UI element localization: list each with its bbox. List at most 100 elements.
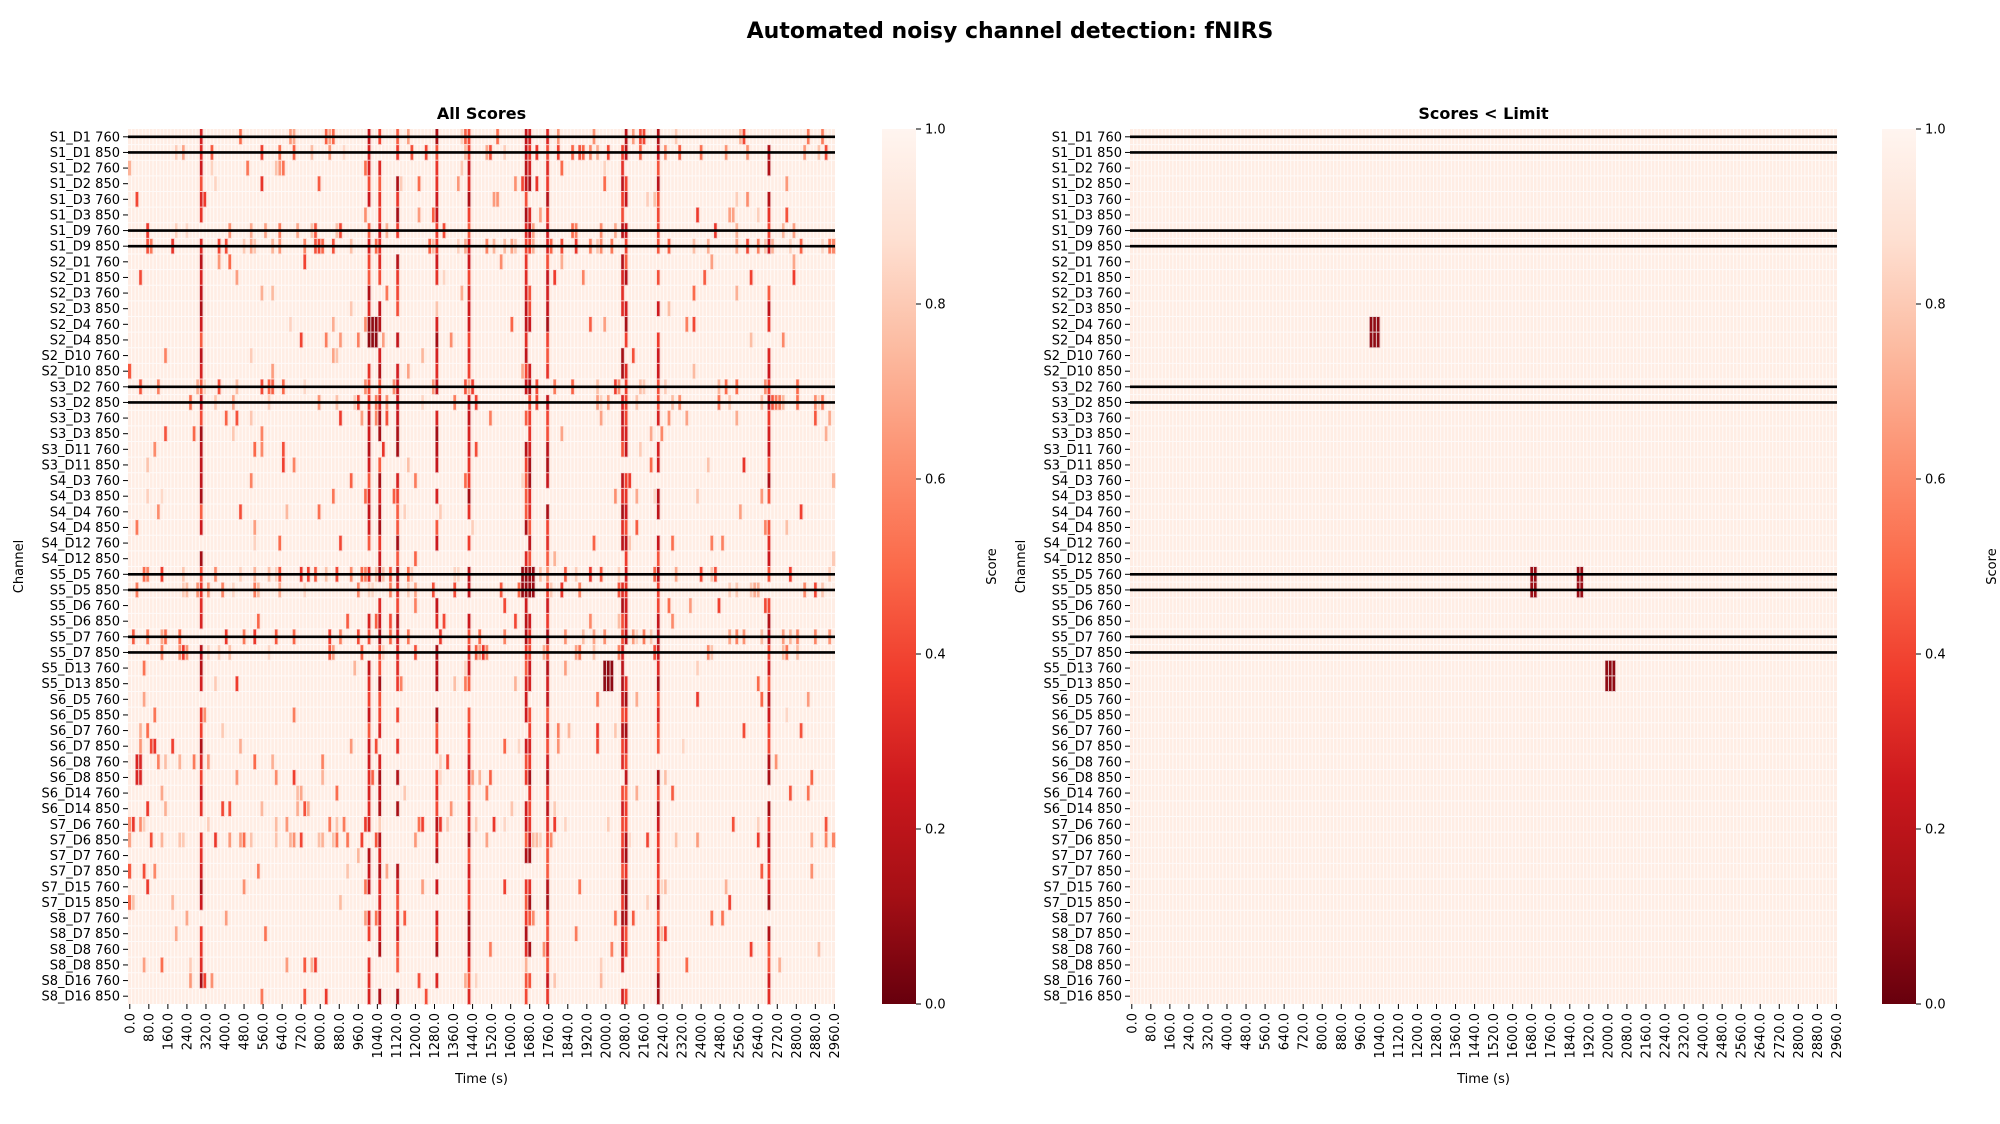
heatmap-cell [338, 410, 343, 427]
heatmap-cell [238, 738, 243, 755]
heatmap-cell [781, 332, 786, 349]
heatmap-cell [742, 722, 747, 739]
heatmap-cell [624, 910, 629, 927]
heatmap-cell [467, 363, 472, 380]
y-tick-label: S4_D4 850 [1052, 521, 1122, 536]
heatmap-cell [242, 832, 247, 849]
heatmap-cell [331, 488, 336, 505]
heatmap-cell [199, 332, 204, 349]
x-tick-label: 2000.0 [599, 1013, 614, 1059]
heatmap-cell [620, 941, 625, 958]
heatmap-cell [295, 785, 300, 802]
heatmap-cell [767, 847, 772, 864]
heatmap-cell [624, 941, 629, 958]
x-tick-label: 2320.0 [1678, 1013, 1693, 1059]
heatmap-cell [292, 457, 297, 474]
heatmap-cell [524, 300, 529, 317]
heatmap-cell [435, 535, 439, 552]
heatmap-cell [467, 925, 472, 942]
x-tick-label: 2240.0 [1659, 1013, 1674, 1059]
heatmap-cell [177, 754, 182, 770]
heatmap-cell [281, 441, 286, 458]
y-tick-label: S7_D7 850 [1052, 865, 1122, 880]
heatmap-cell [342, 816, 347, 833]
heatmap-cell [527, 800, 532, 817]
x-tick-label: 2320.0 [676, 1013, 691, 1059]
heatmap-cell [649, 425, 654, 442]
heatmap-cell [810, 863, 814, 880]
heatmap-cell [624, 472, 629, 489]
heatmap-cell [320, 832, 325, 849]
heatmap-cell [377, 800, 382, 817]
heatmap-cell [449, 332, 454, 349]
heatmap-cell [467, 425, 472, 442]
y-tick-label: S8_D8 850 [1052, 958, 1122, 973]
heatmap-cell [285, 816, 289, 833]
heatmap-cell [520, 175, 525, 192]
heatmap-cell [160, 488, 165, 505]
y-tick-label: S8_D16 760 [41, 974, 120, 989]
heatmap-cell [395, 488, 400, 505]
heatmap-cell [627, 535, 632, 552]
heatmap-cell [435, 879, 439, 895]
heatmap-cell [624, 363, 629, 380]
heatmap-cell [374, 738, 379, 755]
heatmap-cell [620, 441, 625, 458]
heatmap-cell [145, 488, 150, 505]
heatmap-cell [377, 457, 382, 474]
heatmap-cell [224, 410, 229, 427]
heatmap-cell [538, 832, 543, 849]
y-tick-label: S6_D14 850 [41, 802, 120, 817]
heatmap-cell [749, 332, 754, 349]
heatmap-cell [367, 660, 372, 677]
heatmap-cell [302, 254, 307, 270]
heatmap-cell [199, 254, 204, 270]
heatmap-cell [467, 300, 472, 317]
x-tick-label: 720.0 [295, 1013, 310, 1050]
heatmap-cell [756, 832, 761, 849]
heatmap-cell [552, 800, 557, 817]
heatmap-cell [524, 957, 529, 974]
heatmap-cell [595, 691, 600, 708]
heatmap-cell [602, 660, 607, 677]
x-tick-label: 2240.0 [657, 1013, 672, 1059]
heatmap-cell [377, 160, 382, 177]
heatmap-cell [249, 472, 254, 489]
heatmap-cell [524, 832, 529, 849]
heatmap-cell [763, 597, 768, 614]
heatmap-cell [620, 785, 625, 802]
heatmap-cell [545, 519, 550, 536]
heatmap-cell [467, 254, 472, 270]
y-tick-label: S7_D15 850 [1043, 896, 1122, 911]
heatmap-cell [1608, 660, 1613, 677]
heatmap-cell [338, 332, 343, 349]
heatmap-cell [756, 816, 761, 833]
heatmap-cell [620, 613, 625, 630]
y-tick-label: S8_D16 850 [41, 990, 120, 1005]
heatmap-cell [488, 410, 493, 427]
heatmap-cell [831, 472, 836, 489]
heatmap-cell [467, 738, 472, 755]
heatmap-cell [435, 769, 439, 786]
y-tick-label: S8_D8 760 [50, 943, 120, 958]
colorbar-label: Score [1985, 548, 2000, 584]
heatmap-cell [467, 488, 472, 505]
heatmap-cell [199, 300, 204, 317]
heatmap-cell [620, 894, 625, 911]
y-tick-label: S6_D7 760 [50, 724, 120, 739]
heatmap-cell [231, 425, 236, 442]
heatmap-cell [1604, 675, 1609, 692]
heatmap-cell [545, 894, 550, 911]
heatmap-cell [270, 285, 275, 302]
heatmap-cell [545, 332, 550, 349]
y-tick-label: S6_D8 760 [50, 755, 120, 770]
heatmap-cell [524, 207, 529, 224]
heatmap-cell [695, 691, 700, 708]
heatmap-cell [349, 300, 354, 317]
heatmap-cell [395, 550, 400, 567]
y-tick-label: S8_D7 850 [1052, 927, 1122, 942]
heatmap-cell [731, 207, 736, 224]
heatmap-cell [128, 832, 132, 849]
heatmap-cell [760, 691, 764, 708]
